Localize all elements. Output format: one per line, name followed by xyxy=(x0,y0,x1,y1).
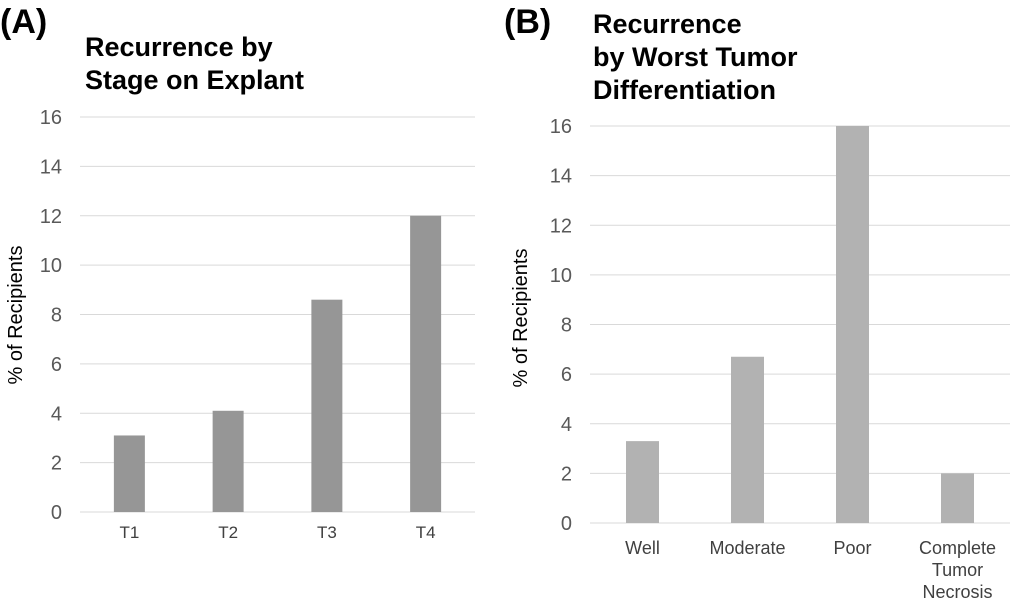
panel-a-y-tick-label: 4 xyxy=(51,403,62,425)
panel-b-y-tick-label: 8 xyxy=(561,315,572,337)
panel-b-title-line-2: by Worst Tumor xyxy=(593,42,798,72)
panel-b-label: (B) xyxy=(504,3,551,41)
panel-b-x-tick-label: Well xyxy=(625,538,660,558)
panel-a-x-tick-label: T4 xyxy=(416,523,436,542)
panel-a-bar-t3 xyxy=(311,299,343,512)
panel-a-bar-t2 xyxy=(212,410,244,512)
panel-a-label: (A) xyxy=(0,3,47,41)
panel-b-y-tick-label: 14 xyxy=(550,166,572,188)
panel-b-plot: 0 2 4 6 8 10 12 14 16 Well Moderate Poor CompleteTum… xyxy=(550,116,1010,602)
panel-b-bar-poor xyxy=(836,126,869,523)
panel-a-y-axis-label: % of Recipients xyxy=(5,246,27,385)
panel-a-title-line-2: Stage on Explant xyxy=(85,65,304,95)
panel-a-y-tick-label: 2 xyxy=(51,453,62,475)
panel-b-x-tick-label: Poor xyxy=(833,538,871,558)
panel-b-y-axis-label: % of Recipients xyxy=(510,249,532,388)
panel-a-y-tick-label: 16 xyxy=(40,107,62,129)
panel-b-y-tick-label: 4 xyxy=(561,414,572,436)
panel-a-title-line-1: Recurrence by xyxy=(85,32,273,62)
panel-b-title-line-3: Differentiation xyxy=(593,75,776,105)
panel-b-title-line-1: Recurrence xyxy=(593,9,742,39)
panel-b-bar-well xyxy=(626,441,659,523)
panel-a-y-tick-label: 0 xyxy=(51,502,62,524)
panel-b-bar-complete-tumor-necrosis xyxy=(941,473,974,523)
panel-a-y-tick-label: 8 xyxy=(51,305,62,327)
panel-a-y-tick-label: 12 xyxy=(40,206,62,228)
panel-b-bar-moderate xyxy=(731,356,764,523)
panel-b-x-tick-label: Moderate xyxy=(709,538,785,558)
panel-a-bar-t1 xyxy=(113,435,145,512)
panel-a-x-tick-label: T1 xyxy=(119,523,139,542)
panel-a-bar-t4 xyxy=(410,215,442,512)
panel-b-x-tick-label: Tumor xyxy=(932,560,983,580)
panel-a-y-tick-label: 6 xyxy=(51,354,62,376)
panel-b-x-tick-label: Necrosis xyxy=(922,582,992,602)
panel-b-y-tick-label: 10 xyxy=(550,265,572,287)
panel-a-y-tick-label: 10 xyxy=(40,255,62,277)
panel-b-y-tick-label: 2 xyxy=(561,463,572,485)
panel-b-y-tick-label: 6 xyxy=(561,364,572,386)
panel-b-x-tick-label: Complete xyxy=(919,538,996,558)
panel-b-y-tick-label: 0 xyxy=(561,513,572,535)
panel-a-x-tick-label: T2 xyxy=(218,523,238,542)
panel-b-y-tick-label: 12 xyxy=(550,215,572,237)
panel-a-plot: 0 2 4 6 8 10 12 14 16 T1 T2 T3 T4 xyxy=(40,107,475,542)
panel-b-y-tick-label: 16 xyxy=(550,116,572,138)
panel-a-y-tick-label: 14 xyxy=(40,156,62,178)
panel-a-x-tick-label: T3 xyxy=(317,523,337,542)
